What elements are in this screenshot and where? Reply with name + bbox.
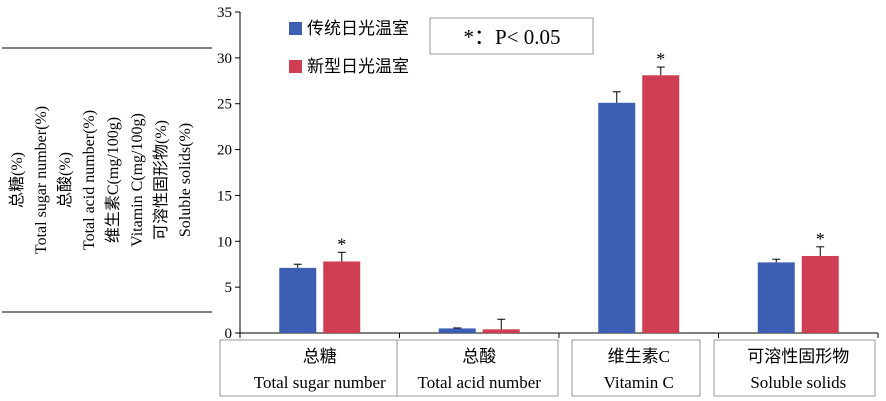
y-axis-ticks: 0 5 10 15 20 25 30 35 <box>217 5 240 342</box>
annotation-text: *：P< 0.05 <box>463 25 560 49</box>
category-label-zh-3: 可溶性固形物 <box>747 347 849 366</box>
category-box-2 <box>571 339 701 397</box>
legend-swatch-0 <box>289 22 302 35</box>
category-label-zh-0: 总糖 <box>303 347 337 366</box>
legend-swatch-1 <box>289 60 302 73</box>
category-label-en-0: Total sugar number <box>254 373 386 392</box>
bar-s0-c2 <box>598 102 636 333</box>
y-tick-label-6: 30 <box>217 51 232 67</box>
ylabel-line-4: 维生素C(mg/100g) <box>104 117 122 243</box>
y-tick-label-4: 20 <box>217 143 232 159</box>
y-tick-label-0: 0 <box>225 326 233 342</box>
y-tick-label-3: 15 <box>217 188 232 204</box>
category-label-en-3: Soluble solids <box>750 373 846 392</box>
bar-s1-c3 <box>801 255 839 333</box>
significance-star-c3: * <box>816 229 825 249</box>
category-labels: 总糖 Total sugar number 总酸 Total acid number 维… <box>219 339 876 397</box>
bar-s1-c1 <box>482 329 520 333</box>
bar-s0-c0 <box>279 267 317 333</box>
y-tick-label-7: 35 <box>217 5 232 21</box>
ylabel-line-7: Soluble solids(%) <box>177 123 194 237</box>
y-tick-label-5: 25 <box>217 97 232 113</box>
legend: 传统日光温室 新型日光温室 <box>289 19 409 76</box>
annotation-box <box>429 17 594 55</box>
legend-label-1: 新型日光温室 <box>307 57 409 76</box>
significance-annotation: *：P< 0.05 <box>429 17 594 55</box>
ylabel-line-0: 总糖(%) <box>8 152 26 208</box>
legend-label-0: 传统日光温室 <box>307 19 409 38</box>
category-label-en-2: Vitamin C <box>604 373 674 392</box>
category-label-zh-1: 总酸 <box>462 347 496 366</box>
ylabel-line-2: 总酸(%) <box>56 152 74 208</box>
bar-s1-c2 <box>642 75 680 333</box>
y-tick-label-1: 5 <box>225 280 233 296</box>
y-tick-label-2: 10 <box>217 234 232 250</box>
ylabel-lines: 总糖(%) Total sugar number(%) 总酸(%) Total aci… <box>8 106 194 254</box>
ylabel-line-5: Vitamin C(mg/100g) <box>129 113 146 247</box>
category-label-zh-2: 维生素C <box>608 347 670 366</box>
category-box-1 <box>396 339 559 397</box>
ylabel-line-3: Total acid number(%) <box>81 110 98 250</box>
bar-s0-c1 <box>438 328 476 333</box>
bar-s1-c0 <box>323 261 361 333</box>
category-box-3 <box>713 339 876 397</box>
significance-star-c0: * <box>337 234 346 254</box>
x-axis-ticks <box>239 333 879 338</box>
ylabel-box: 总糖(%) Total sugar number(%) 总酸(%) Total aci… <box>2 47 212 313</box>
bar-s0-c3 <box>757 262 795 333</box>
category-label-en-1: Total acid number <box>418 373 542 392</box>
bars: * * * <box>279 49 839 333</box>
ylabel-line-1: Total sugar number(%) <box>33 106 50 254</box>
ylabel-line-6: 可溶性固形物(%) <box>152 120 170 240</box>
significance-star-c2: * <box>656 49 665 69</box>
